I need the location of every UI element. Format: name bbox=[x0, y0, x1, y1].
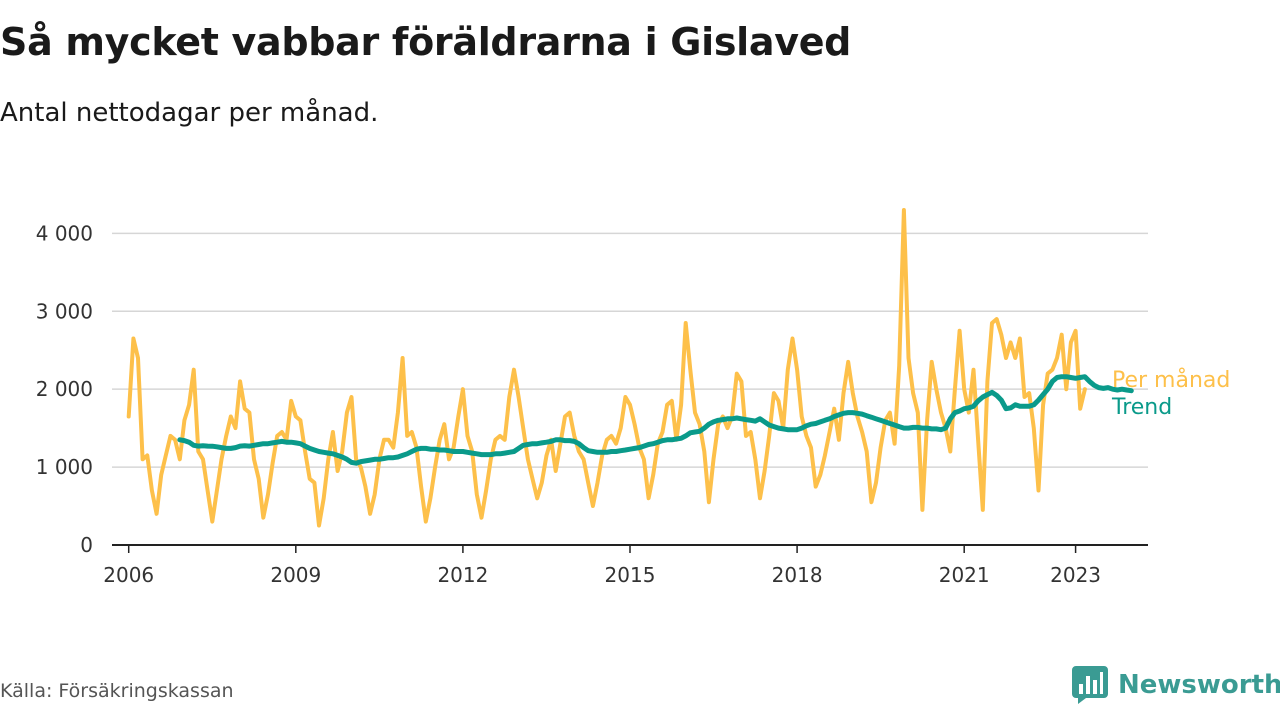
bar-chart-icon bbox=[1072, 666, 1108, 704]
y-tick-label: 4 000 bbox=[36, 221, 93, 245]
trend-line bbox=[177, 374, 1134, 466]
x-tick-label: 2012 bbox=[437, 563, 488, 587]
series-lines bbox=[126, 208, 1134, 528]
series-label-trend: Trend bbox=[1111, 395, 1172, 420]
x-tick-label: 2015 bbox=[605, 563, 656, 587]
newsworthy-logo[interactable]: Newsworthy bbox=[1072, 666, 1280, 704]
chart-subtitle: Antal nettodagar per månad. bbox=[0, 98, 379, 128]
axes: 0 1 000 2 000 3 000 4 000 2006 2009 2012 2015 201… bbox=[36, 221, 1148, 587]
y-tick-label: 1 000 bbox=[36, 455, 93, 479]
x-tick-label: 2023 bbox=[1050, 563, 1101, 587]
chart-title: Så mycket vabbar föräldrarna i Gislaved bbox=[0, 20, 852, 64]
y-tick-label: 2 000 bbox=[36, 377, 93, 401]
per-manad-line bbox=[126, 208, 1087, 528]
brand-name: Newsworthy bbox=[1118, 670, 1280, 700]
x-tick-label: 2006 bbox=[103, 563, 154, 587]
series-label-per-manad: Per månad bbox=[1112, 367, 1230, 393]
y-tick-label: 0 bbox=[80, 533, 93, 557]
y-tick-label: 3 000 bbox=[36, 299, 93, 323]
source-note: Källa: Försäkringskassan bbox=[0, 680, 234, 702]
x-tick-label: 2021 bbox=[939, 563, 990, 587]
grid-lines bbox=[112, 232, 1148, 468]
x-tick-label: 2009 bbox=[270, 563, 321, 587]
x-tick-label: 2018 bbox=[772, 563, 823, 587]
